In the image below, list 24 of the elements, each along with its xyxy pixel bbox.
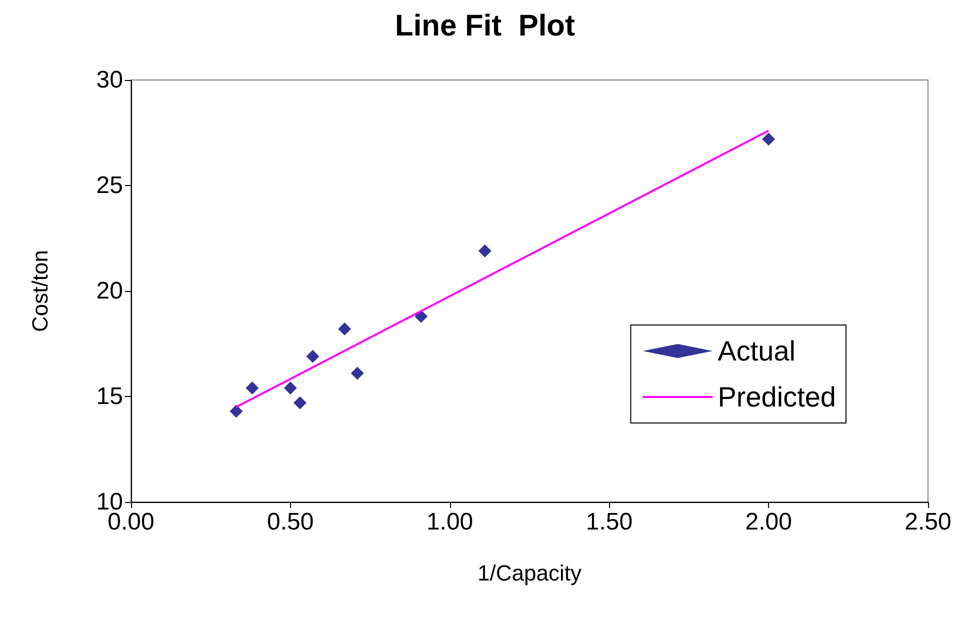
point [293, 396, 306, 410]
y-tick-label: 20 [96, 278, 123, 304]
chart-title: Line Fit Plot [395, 10, 575, 42]
point [762, 132, 776, 146]
x-tick-label: 0.50 [267, 508, 314, 536]
x-tick-label: 2.00 [745, 508, 792, 536]
y-axis-title: Cost/ton [28, 250, 52, 332]
point [284, 382, 297, 395]
legend-label: Predicted [718, 382, 836, 412]
x-tick-label: 1.00 [426, 508, 474, 536]
legend-label: Actual [718, 336, 796, 366]
point [350, 366, 364, 380]
point [338, 322, 352, 336]
y-tick-label: 30 [96, 66, 123, 94]
y-tick-label: 15 [96, 383, 123, 410]
point [306, 350, 320, 363]
point [414, 310, 428, 323]
x-tick-label: 2.50 [904, 508, 952, 536]
point [478, 244, 492, 258]
x-tick-label: 1.50 [586, 508, 633, 536]
point [230, 404, 243, 418]
y-tick-label: 25 [96, 172, 123, 199]
point [246, 382, 259, 395]
x-axis-title: 1/Capacity [478, 560, 582, 586]
